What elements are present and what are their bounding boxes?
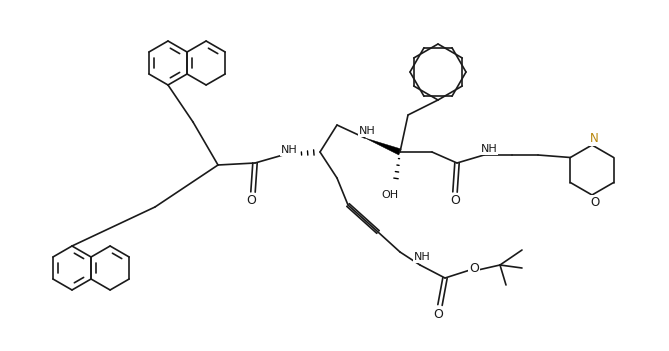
Text: N: N: [589, 132, 598, 146]
Text: O: O: [590, 196, 599, 208]
Text: O: O: [246, 194, 256, 207]
Text: O: O: [450, 194, 460, 207]
Text: OH: OH: [381, 190, 399, 200]
Text: NH: NH: [280, 145, 298, 155]
Polygon shape: [365, 138, 401, 155]
Text: NH: NH: [359, 126, 375, 136]
Text: NH: NH: [413, 252, 430, 262]
Text: NH: NH: [480, 144, 497, 154]
Text: O: O: [433, 307, 443, 320]
Text: O: O: [469, 263, 479, 276]
